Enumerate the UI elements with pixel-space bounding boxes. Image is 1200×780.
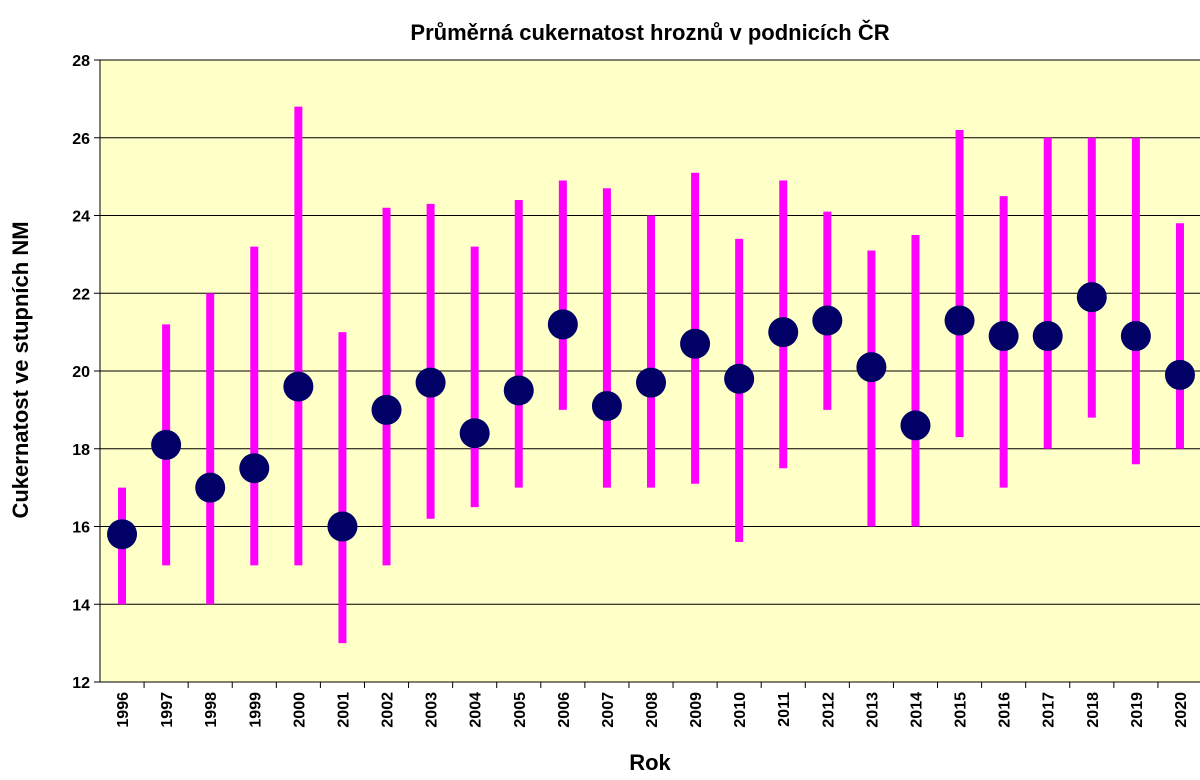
mean-marker xyxy=(1032,321,1063,352)
mean-marker xyxy=(415,367,446,398)
mean-marker xyxy=(636,367,666,398)
mean-marker xyxy=(856,352,887,383)
mean-marker xyxy=(680,328,711,359)
x-tick-label: 2019 xyxy=(1129,692,1146,728)
y-tick-label: 16 xyxy=(72,520,90,537)
mean-marker xyxy=(900,410,931,441)
mean-marker xyxy=(503,375,534,406)
x-tick-label: 2007 xyxy=(600,692,617,728)
mean-marker xyxy=(1076,282,1107,313)
x-tick-label: 2006 xyxy=(556,692,573,728)
mean-marker xyxy=(591,390,622,421)
mean-marker xyxy=(327,511,358,542)
x-tick-label: 2009 xyxy=(688,692,705,728)
mean-marker xyxy=(1164,359,1195,390)
mean-marker xyxy=(1120,321,1151,352)
x-tick-label: 1999 xyxy=(247,692,264,728)
x-tick-label: 1996 xyxy=(115,692,132,728)
mean-marker xyxy=(371,394,402,425)
mean-marker xyxy=(459,418,490,449)
y-tick-label: 24 xyxy=(72,209,90,226)
mean-marker xyxy=(107,519,138,550)
x-tick-label: 2015 xyxy=(953,692,970,728)
mean-marker xyxy=(283,371,314,402)
x-tick-label: 1997 xyxy=(159,692,176,728)
y-axis-label: Cukernatost ve stupních NM xyxy=(8,221,33,518)
x-tick-label: 2005 xyxy=(512,692,529,728)
x-tick-label: 2017 xyxy=(1041,692,1058,728)
mean-marker xyxy=(724,363,755,394)
x-tick-label: 2020 xyxy=(1173,692,1190,728)
mean-marker xyxy=(151,429,182,460)
mean-marker xyxy=(195,472,226,503)
x-tick-label: 2013 xyxy=(864,692,881,728)
y-tick-label: 22 xyxy=(72,286,90,303)
x-tick-label: 1998 xyxy=(203,692,220,728)
x-axis-label: Rok xyxy=(629,750,671,775)
x-tick-label: 2004 xyxy=(468,692,485,728)
mean-marker xyxy=(988,321,1019,352)
y-tick-label: 28 xyxy=(72,53,90,70)
mean-marker xyxy=(944,305,975,336)
x-tick-label: 2012 xyxy=(820,692,837,728)
x-tick-label: 2000 xyxy=(291,692,308,728)
x-tick-label: 2008 xyxy=(644,692,661,728)
x-tick-label: 2011 xyxy=(776,692,793,727)
chart-title: Průměrná cukernatost hroznů v podnicích … xyxy=(410,20,889,45)
y-tick-label: 18 xyxy=(72,442,90,459)
x-tick-label: 2014 xyxy=(908,692,925,728)
x-tick-label: 2016 xyxy=(997,692,1014,728)
x-tick-label: 2001 xyxy=(335,692,352,728)
x-tick-label: 2010 xyxy=(732,692,749,728)
mean-marker xyxy=(547,309,578,340)
x-tick-label: 2003 xyxy=(424,692,441,728)
mean-marker xyxy=(812,305,843,336)
mean-marker xyxy=(768,317,799,348)
y-tick-label: 26 xyxy=(72,131,90,148)
x-tick-label: 2002 xyxy=(380,692,397,728)
y-tick-label: 12 xyxy=(72,675,90,692)
mean-marker xyxy=(239,453,270,484)
y-tick-label: 20 xyxy=(72,364,90,381)
x-tick-label: 2018 xyxy=(1085,692,1102,728)
y-tick-label: 14 xyxy=(72,597,90,614)
